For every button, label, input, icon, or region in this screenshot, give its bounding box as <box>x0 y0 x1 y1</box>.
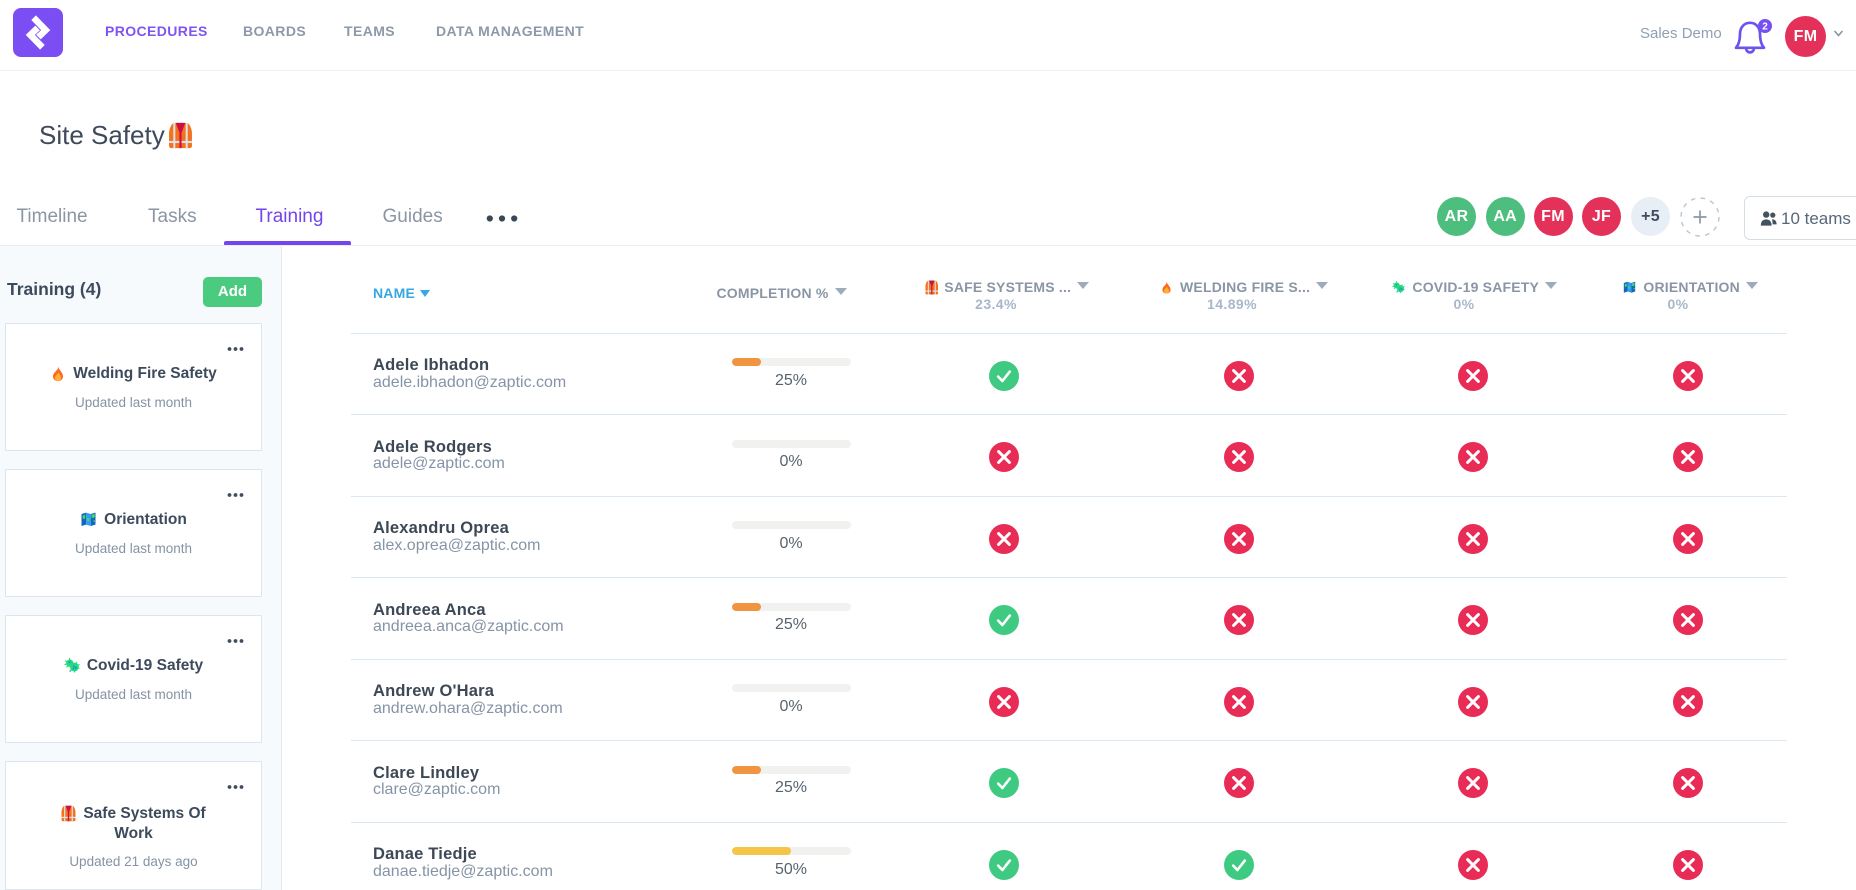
svg-text:2: 2 <box>1762 22 1768 33</box>
